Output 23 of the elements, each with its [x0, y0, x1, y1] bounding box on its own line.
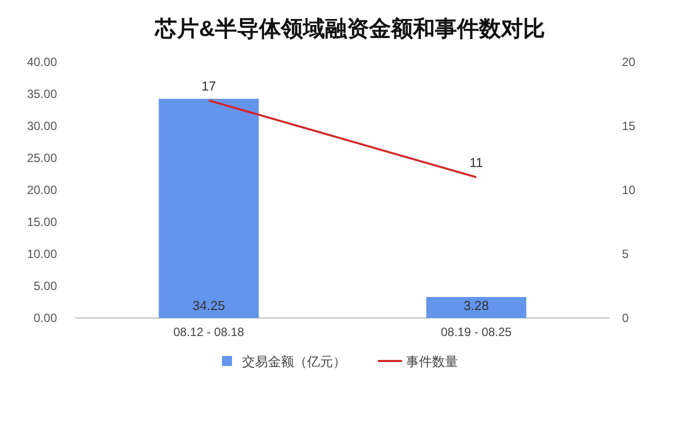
- x-tick-label: 08.19 - 08.25: [440, 325, 512, 339]
- y-tick-label: 0.00: [34, 311, 58, 325]
- y2-tick-label: 0: [622, 311, 629, 325]
- y-tick-label: 40.00: [26, 55, 58, 69]
- data-label: 17: [202, 78, 216, 94]
- chart-title: 芯片&半导体领域融资金额和事件数对比: [154, 16, 545, 41]
- x-tick-label: 08.12 - 08.18: [173, 325, 244, 339]
- data-label: 3.28: [464, 298, 489, 313]
- y2-tick-label: 20: [622, 55, 636, 69]
- data-label: 34.25: [192, 298, 226, 313]
- legend-label: 交易金额（亿元）: [242, 354, 346, 369]
- y-tick-label: 25.00: [26, 151, 58, 165]
- y2-tick-label: 5: [622, 247, 629, 261]
- y-tick-label: 15.00: [26, 215, 58, 229]
- y2-tick-label: 10: [622, 183, 636, 197]
- data-label: 11: [470, 155, 483, 170]
- y-tick-label: 5.00: [34, 279, 58, 293]
- y-tick-label: 30.00: [26, 119, 58, 133]
- y-tick-label: 10.00: [26, 247, 58, 261]
- y2-tick-label: 15: [622, 119, 636, 133]
- y-tick-label: 35.00: [26, 87, 58, 101]
- y-tick-label: 20.00: [26, 183, 58, 197]
- legend-label: 事件数量: [406, 354, 458, 369]
